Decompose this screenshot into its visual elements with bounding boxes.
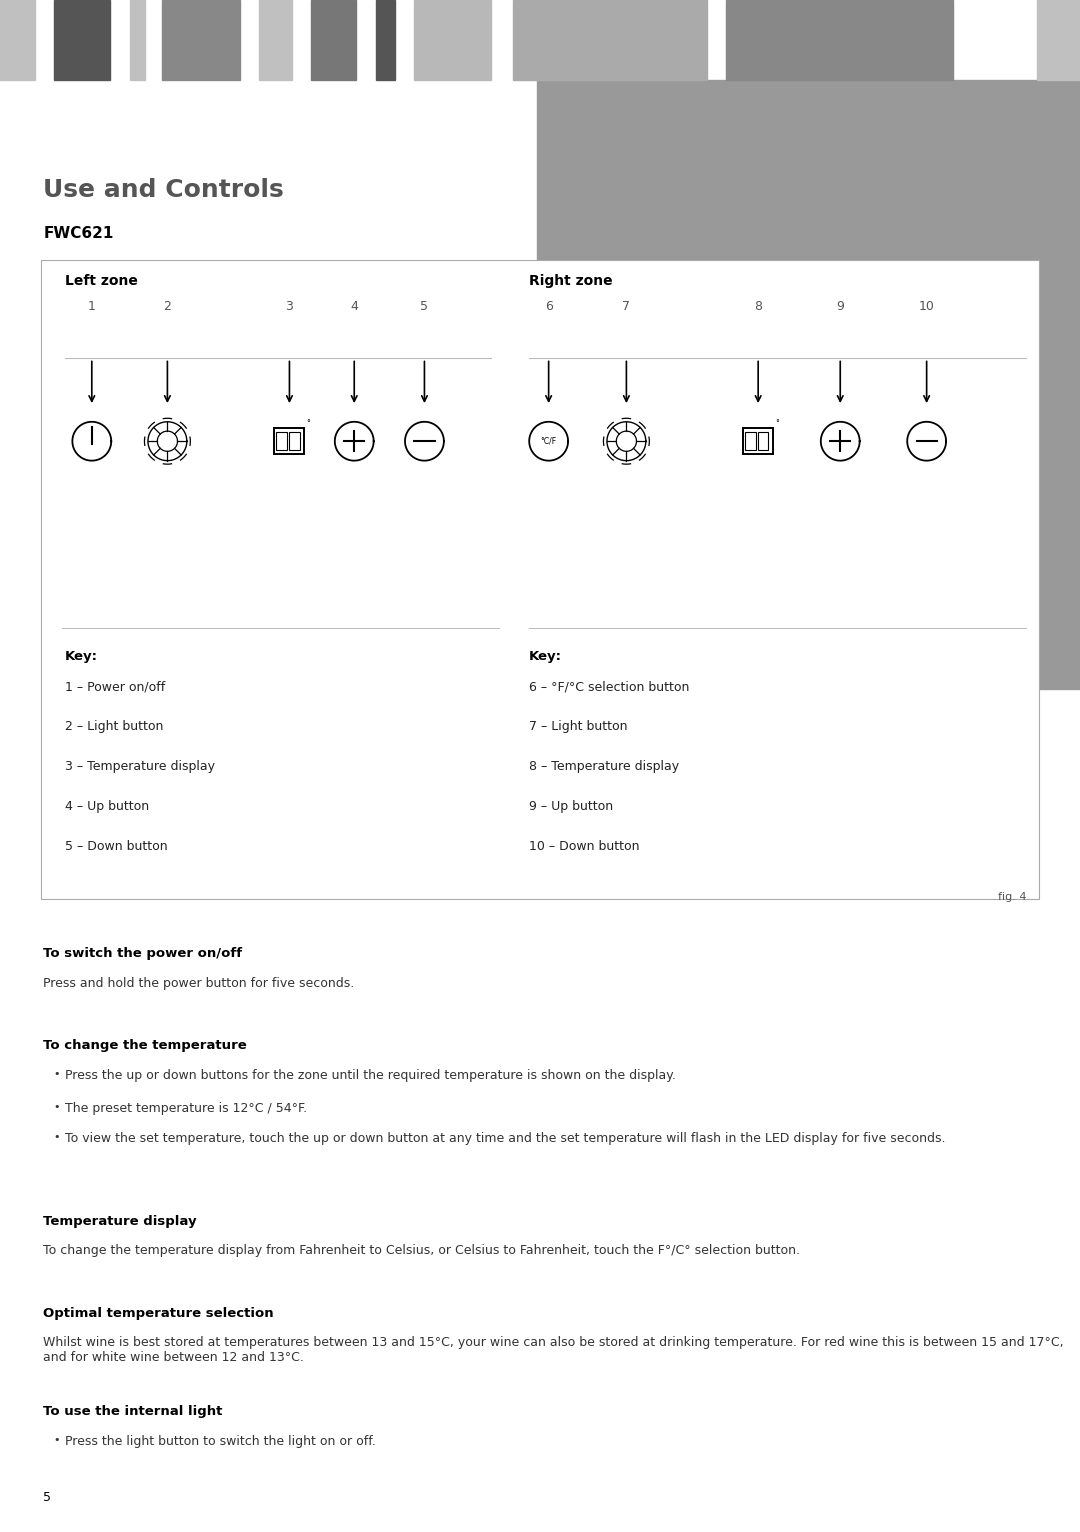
- Text: 6: 6: [544, 300, 553, 313]
- Text: 7: 7: [622, 300, 631, 313]
- Text: To use the internal light: To use the internal light: [43, 1405, 222, 1417]
- Bar: [162, 0, 240, 80]
- Text: Use and Controls: Use and Controls: [43, 178, 284, 202]
- Bar: [757, 432, 768, 450]
- Text: To switch the power on/off: To switch the power on/off: [43, 947, 242, 959]
- Text: Optimal temperature selection: Optimal temperature selection: [43, 1307, 274, 1319]
- Text: •: •: [53, 1069, 59, 1080]
- Text: •: •: [53, 1132, 59, 1143]
- Text: FWC621: FWC621: [43, 225, 113, 241]
- Bar: [376, 0, 395, 80]
- Text: •: •: [53, 1102, 59, 1112]
- Bar: [745, 432, 756, 450]
- Text: 5 – Down button: 5 – Down button: [65, 840, 167, 852]
- Text: 10 – Down button: 10 – Down button: [529, 840, 639, 852]
- Text: 6 – °F/°C selection button: 6 – °F/°C selection button: [529, 680, 689, 692]
- Text: 9 – Up button: 9 – Up button: [529, 800, 613, 812]
- Text: Press the up or down buttons for the zone until the required temperature is show: Press the up or down buttons for the zon…: [65, 1069, 676, 1082]
- Bar: [274, 429, 305, 453]
- Bar: [276, 432, 287, 450]
- Bar: [54, 0, 110, 80]
- Text: 3 – Temperature display: 3 – Temperature display: [65, 760, 215, 772]
- Text: 8: 8: [754, 300, 762, 313]
- Text: 1: 1: [87, 300, 96, 313]
- Text: To change the temperature: To change the temperature: [43, 1039, 247, 1051]
- Text: 3: 3: [285, 300, 294, 313]
- Text: 5: 5: [43, 1492, 51, 1504]
- Bar: [414, 0, 491, 80]
- Bar: [288, 432, 299, 450]
- Text: 2 – Light button: 2 – Light button: [65, 720, 163, 732]
- Text: Left zone: Left zone: [65, 274, 137, 288]
- Text: Key:: Key:: [65, 650, 98, 662]
- Bar: [130, 0, 145, 80]
- Text: 5: 5: [420, 300, 429, 313]
- Text: The preset temperature is 12°C / 54°F.: The preset temperature is 12°C / 54°F.: [65, 1102, 308, 1114]
- Bar: [259, 0, 292, 80]
- Text: 10: 10: [919, 300, 934, 313]
- Bar: [1037, 0, 1080, 80]
- Text: 7 – Light button: 7 – Light button: [529, 720, 627, 732]
- Text: 1 – Power on/off: 1 – Power on/off: [65, 680, 165, 692]
- Text: Key:: Key:: [529, 650, 563, 662]
- Bar: [743, 429, 773, 453]
- Text: °: °: [775, 420, 779, 429]
- Bar: [726, 0, 953, 80]
- Text: Right zone: Right zone: [529, 274, 612, 288]
- Text: fig. 4: fig. 4: [998, 892, 1026, 902]
- Text: 4: 4: [350, 300, 359, 313]
- Bar: [537, 80, 1080, 689]
- Text: 9: 9: [836, 300, 845, 313]
- Text: Press the light button to switch the light on or off.: Press the light button to switch the lig…: [65, 1435, 376, 1448]
- Text: Temperature display: Temperature display: [43, 1215, 197, 1227]
- Text: °C/F: °C/F: [541, 437, 556, 446]
- Text: To view the set temperature, touch the up or down button at any time and the set: To view the set temperature, touch the u…: [65, 1132, 946, 1144]
- Bar: [513, 0, 707, 80]
- Bar: [41, 260, 1039, 899]
- Bar: [311, 0, 356, 80]
- Text: Press and hold the power button for five seconds.: Press and hold the power button for five…: [43, 977, 354, 990]
- Text: °: °: [307, 420, 310, 429]
- Text: 4 – Up button: 4 – Up button: [65, 800, 149, 812]
- Text: •: •: [53, 1435, 59, 1446]
- Text: 8 – Temperature display: 8 – Temperature display: [529, 760, 679, 772]
- Bar: [0, 0, 35, 80]
- Text: 2: 2: [163, 300, 172, 313]
- Text: To change the temperature display from Fahrenheit to Celsius, or Celsius to Fahr: To change the temperature display from F…: [43, 1244, 800, 1256]
- Text: Whilst wine is best stored at temperatures between 13 and 15°C, your wine can al: Whilst wine is best stored at temperatur…: [43, 1336, 1064, 1363]
